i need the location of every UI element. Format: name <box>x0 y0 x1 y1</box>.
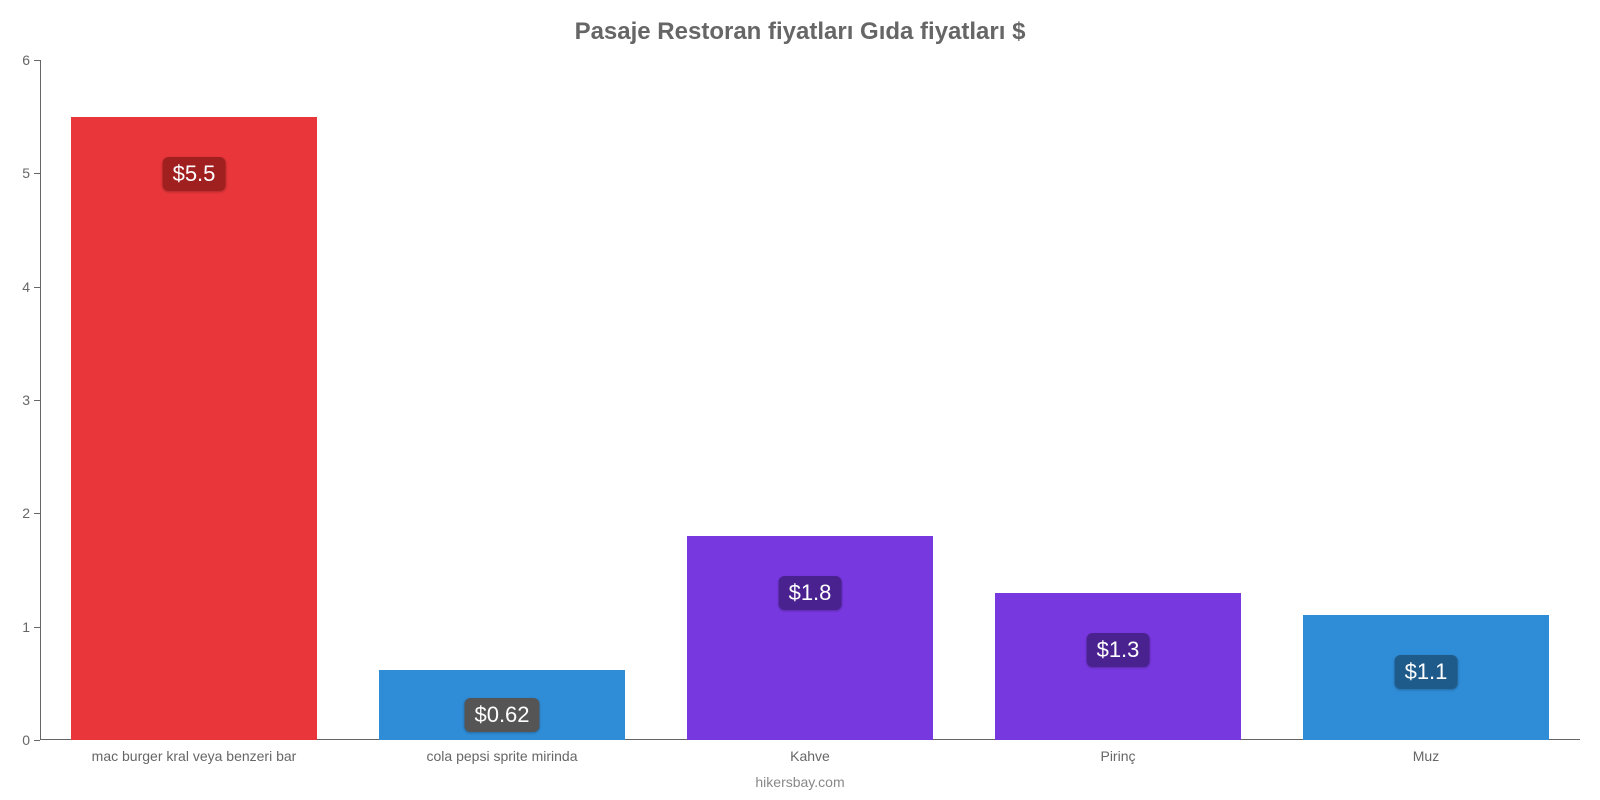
chart-footer: hikersbay.com <box>0 774 1600 790</box>
bar <box>71 117 317 740</box>
plot-area: 0123456$5.5mac burger kral veya benzeri … <box>40 60 1580 740</box>
y-tick-label: 3 <box>8 392 30 408</box>
bar-value-label: $1.3 <box>1087 633 1150 667</box>
y-tick-label: 4 <box>8 279 30 295</box>
bar-value-label: $1.8 <box>779 576 842 610</box>
bar-value-label: $1.1 <box>1395 655 1458 689</box>
y-tick-label: 1 <box>8 619 30 635</box>
y-tick-mark <box>34 173 40 174</box>
x-category-label: Muz <box>1272 748 1580 764</box>
x-category-label: cola pepsi sprite mirinda <box>348 748 656 764</box>
y-tick-mark <box>34 627 40 628</box>
y-tick-mark <box>34 60 40 61</box>
chart-title: Pasaje Restoran fiyatları Gıda fiyatları… <box>0 18 1600 46</box>
y-tick-mark <box>34 400 40 401</box>
y-tick-mark <box>34 287 40 288</box>
y-tick-label: 0 <box>8 732 30 748</box>
bar-value-label: $0.62 <box>464 698 539 732</box>
x-category-label: Kahve <box>656 748 964 764</box>
x-category-label: mac burger kral veya benzeri bar <box>40 748 348 764</box>
price-chart: Pasaje Restoran fiyatları Gıda fiyatları… <box>0 0 1600 800</box>
y-axis-line <box>40 60 41 740</box>
bar <box>687 536 933 740</box>
y-tick-label: 2 <box>8 505 30 521</box>
x-category-label: Pirinç <box>964 748 1272 764</box>
y-tick-label: 5 <box>8 165 30 181</box>
bar-value-label: $5.5 <box>163 157 226 191</box>
y-tick-label: 6 <box>8 52 30 68</box>
y-tick-mark <box>34 740 40 741</box>
y-tick-mark <box>34 513 40 514</box>
